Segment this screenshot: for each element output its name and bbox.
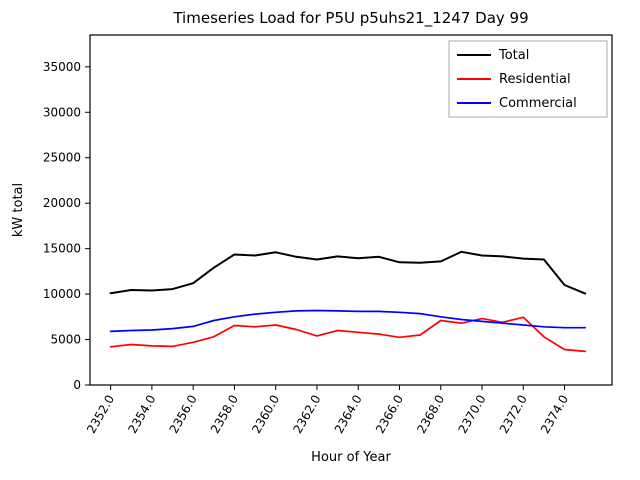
legend: Total Residential Commercial (448, 40, 608, 118)
plot-border (89, 34, 613, 386)
y-tick-label: 30000 (43, 105, 81, 119)
y-tick-label: 10000 (43, 287, 81, 301)
legend-label-commercial: Commercial (499, 96, 577, 111)
y-tick-label: 20000 (43, 196, 81, 210)
axes-spines (89, 34, 613, 386)
x-axis-label: Hour of Year (311, 450, 391, 465)
y-tick-label: 35000 (43, 60, 81, 74)
y-tick-label: 0 (73, 378, 81, 392)
legend-label-total: Total (498, 48, 529, 63)
y-tick-label: 15000 (43, 242, 81, 256)
chart-title: Timeseries Load for P5U p5uhs21_1247 Day… (172, 9, 528, 28)
y-tick-label: 25000 (43, 151, 81, 165)
y-axis-label: kW total (11, 183, 26, 237)
series-line-total (109, 250, 587, 295)
y-tick-label: 5000 (50, 333, 81, 347)
plot-lines (109, 250, 587, 353)
series-line-residential (109, 316, 587, 353)
series-line-commercial (109, 309, 587, 333)
legend-label-residential: Residential (499, 72, 571, 87)
